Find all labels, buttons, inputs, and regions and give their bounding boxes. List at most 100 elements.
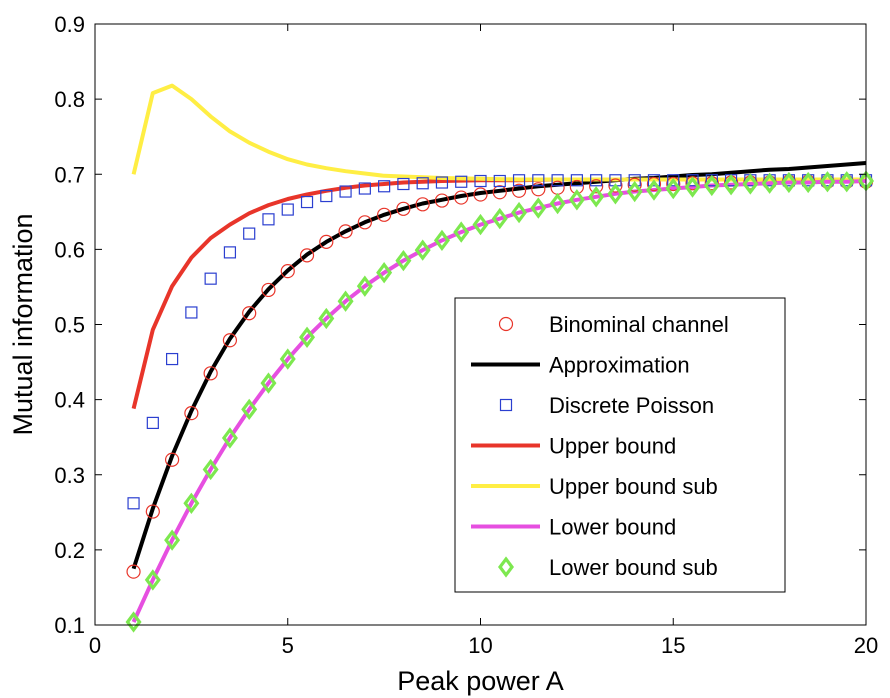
data-point bbox=[378, 180, 391, 193]
legend-item-binominal-channel: Binominal channel bbox=[498, 312, 729, 337]
y-tick-label: 0.1 bbox=[54, 613, 85, 638]
data-point bbox=[241, 398, 258, 421]
x-tick-label: 0 bbox=[89, 633, 101, 658]
data-point bbox=[262, 213, 275, 226]
legend-item-lower-bound: Lower bound bbox=[471, 515, 676, 540]
data-point bbox=[819, 171, 836, 193]
data-point bbox=[761, 172, 778, 194]
legend-item-upper-bound: Upper bound bbox=[471, 434, 676, 459]
data-point bbox=[260, 372, 277, 394]
data-point bbox=[145, 504, 160, 519]
data-point bbox=[512, 174, 526, 187]
legend-swatch bbox=[499, 398, 513, 412]
data-point bbox=[243, 227, 256, 240]
axis-ticks: 0 5 10 15 20 0.1 0.2 0.3 0.4 0.5 0.6 0.7 0.8 0.9 bbox=[54, 12, 878, 658]
data-point bbox=[320, 189, 333, 203]
data-point bbox=[455, 175, 468, 188]
y-tick-label: 0.3 bbox=[54, 463, 85, 488]
data-point bbox=[337, 290, 354, 312]
data-point bbox=[434, 193, 450, 208]
x-tick-label: 10 bbox=[468, 633, 492, 658]
data-point bbox=[531, 182, 546, 197]
legend-label: Upper bound sub bbox=[549, 474, 718, 499]
data-point bbox=[589, 179, 604, 194]
data-point bbox=[705, 174, 718, 187]
data-point bbox=[166, 352, 179, 366]
data-point bbox=[551, 174, 564, 187]
data-point bbox=[780, 171, 797, 194]
data-point bbox=[279, 348, 296, 370]
y-tick-label: 0.6 bbox=[54, 237, 85, 262]
data-point bbox=[202, 458, 219, 481]
y-tick-label: 0.5 bbox=[54, 313, 85, 338]
data-point bbox=[549, 192, 566, 215]
data-point bbox=[146, 416, 159, 430]
legend-label: Discrete Poisson bbox=[549, 393, 714, 418]
data-point bbox=[723, 174, 740, 196]
data-point bbox=[530, 197, 547, 219]
data-point bbox=[570, 174, 583, 187]
data-point bbox=[280, 264, 295, 279]
data-point bbox=[338, 224, 353, 239]
data-point bbox=[742, 173, 759, 195]
x-axis-label: Peak power A bbox=[397, 666, 564, 696]
data-point bbox=[666, 176, 681, 192]
data-point bbox=[203, 366, 218, 381]
x-tick-label: 5 bbox=[282, 633, 294, 658]
legend-label: Lower bound sub bbox=[549, 555, 718, 580]
legend-item-upper-bound-sub: Upper bound sub bbox=[471, 474, 718, 499]
data-point bbox=[684, 176, 701, 198]
data-point bbox=[627, 177, 642, 192]
data-point bbox=[590, 174, 603, 187]
data-point bbox=[261, 282, 276, 298]
y-tick-label: 0.2 bbox=[54, 538, 85, 563]
data-point bbox=[339, 185, 352, 198]
data-point bbox=[645, 179, 662, 201]
legend: Binominal channel Approximation Discrete P… bbox=[454, 297, 786, 593]
data-point bbox=[532, 174, 545, 187]
data-point bbox=[492, 185, 507, 200]
data-point bbox=[568, 189, 585, 211]
data-point bbox=[125, 611, 142, 633]
data-point bbox=[474, 174, 487, 188]
data-point bbox=[511, 183, 527, 198]
data-point bbox=[416, 177, 429, 190]
y-tick-label: 0.8 bbox=[54, 87, 85, 112]
data-point bbox=[222, 333, 238, 348]
data-point bbox=[588, 186, 605, 208]
legend-label: Upper bound bbox=[549, 434, 676, 459]
data-point bbox=[607, 183, 624, 205]
data-point bbox=[472, 213, 489, 236]
data-point bbox=[838, 171, 855, 193]
data-point bbox=[396, 201, 411, 216]
y-axis-label: Mutual information bbox=[8, 213, 38, 435]
data-point bbox=[185, 306, 198, 319]
data-point bbox=[299, 326, 316, 348]
legend-item-discrete-poisson: Discrete Poisson bbox=[499, 393, 714, 418]
data-point bbox=[491, 207, 508, 230]
data-point bbox=[223, 246, 237, 259]
data-point bbox=[473, 187, 488, 202]
series-line-upper-bound-sub bbox=[131, 83, 866, 182]
data-point bbox=[358, 182, 371, 195]
data-point bbox=[686, 174, 699, 187]
data-point bbox=[242, 306, 257, 321]
y-tick-label: 0.7 bbox=[54, 162, 85, 187]
data-point bbox=[667, 174, 680, 187]
data-point bbox=[126, 564, 141, 579]
data-point bbox=[415, 197, 430, 212]
data-point bbox=[703, 174, 720, 197]
data-point bbox=[319, 234, 334, 249]
legend-label: Binominal channel bbox=[549, 312, 729, 337]
data-point bbox=[646, 176, 662, 192]
legend-item-approximation: Approximation bbox=[471, 353, 690, 378]
data-point bbox=[144, 569, 161, 591]
data-point bbox=[800, 171, 817, 194]
x-tick-label: 20 bbox=[854, 633, 878, 658]
legend-item-lower-bound-sub: Lower bound sub bbox=[498, 555, 718, 580]
data-point bbox=[165, 452, 180, 467]
data-point bbox=[626, 180, 643, 203]
data-point bbox=[300, 195, 314, 209]
y-tick-label: 0.9 bbox=[54, 12, 85, 37]
